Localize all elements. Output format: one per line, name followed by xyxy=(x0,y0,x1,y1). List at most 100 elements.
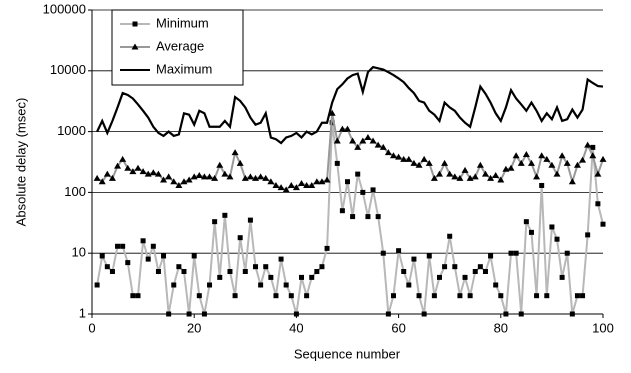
marker xyxy=(246,173,254,180)
marker xyxy=(563,159,571,166)
marker xyxy=(411,256,417,262)
marker xyxy=(364,133,372,140)
marker xyxy=(477,264,483,270)
marker xyxy=(462,274,468,280)
marker xyxy=(369,137,377,144)
marker xyxy=(241,174,249,181)
marker xyxy=(420,155,428,162)
marker xyxy=(426,253,432,259)
y-axis-label: Absolute delay (msec) xyxy=(13,98,28,227)
marker xyxy=(548,161,556,168)
marker xyxy=(125,260,131,266)
marker xyxy=(573,161,581,168)
marker xyxy=(180,178,188,185)
marker xyxy=(129,168,137,175)
legend-label: Maximum xyxy=(156,61,212,76)
marker xyxy=(579,156,587,163)
marker xyxy=(472,269,478,275)
marker xyxy=(594,170,602,177)
marker xyxy=(595,201,601,207)
marker xyxy=(442,264,448,270)
marker xyxy=(518,311,524,317)
legend-label: Minimum xyxy=(156,15,209,30)
marker xyxy=(216,161,224,168)
marker xyxy=(503,311,509,317)
marker xyxy=(580,293,586,299)
marker xyxy=(447,233,453,239)
marker xyxy=(436,274,442,280)
marker xyxy=(328,109,336,116)
marker xyxy=(379,143,387,150)
marker xyxy=(171,282,177,288)
marker xyxy=(574,293,580,299)
marker xyxy=(349,137,357,144)
marker xyxy=(400,155,408,162)
marker xyxy=(522,151,530,158)
marker xyxy=(268,274,274,280)
marker xyxy=(476,161,484,168)
marker xyxy=(370,187,376,193)
marker xyxy=(492,171,500,178)
marker xyxy=(282,186,290,193)
marker xyxy=(226,173,234,180)
marker xyxy=(149,169,157,176)
marker xyxy=(559,274,565,280)
marker xyxy=(273,293,279,299)
marker xyxy=(323,176,331,183)
marker xyxy=(334,160,340,166)
marker xyxy=(130,293,136,299)
marker xyxy=(558,152,566,159)
marker xyxy=(333,137,341,144)
marker xyxy=(298,180,306,187)
y-tick-label: 1000 xyxy=(57,123,86,138)
marker xyxy=(99,253,105,259)
marker xyxy=(488,253,494,259)
x-axis-label: Sequence number xyxy=(294,346,401,361)
marker xyxy=(212,219,218,225)
marker xyxy=(253,264,259,270)
marker xyxy=(569,311,575,317)
marker xyxy=(222,212,228,218)
marker xyxy=(278,256,284,262)
marker xyxy=(374,141,382,148)
marker xyxy=(446,170,454,177)
marker xyxy=(390,293,396,299)
marker xyxy=(207,282,213,288)
marker xyxy=(93,174,101,181)
marker xyxy=(461,166,469,173)
marker xyxy=(232,293,238,299)
marker xyxy=(150,243,156,249)
marker xyxy=(104,264,110,270)
marker xyxy=(176,264,182,270)
marker xyxy=(175,181,183,188)
marker xyxy=(132,21,138,27)
marker xyxy=(451,173,459,180)
marker xyxy=(303,181,311,188)
marker xyxy=(242,269,248,275)
marker xyxy=(498,293,504,299)
marker xyxy=(452,264,458,270)
x-tick-label: 80 xyxy=(494,320,508,335)
marker xyxy=(517,159,525,166)
marker xyxy=(549,224,555,230)
marker xyxy=(165,173,173,180)
marker xyxy=(568,178,576,185)
marker xyxy=(272,181,280,188)
marker xyxy=(308,181,316,188)
marker xyxy=(416,293,422,299)
marker xyxy=(109,269,115,275)
marker xyxy=(553,170,561,177)
marker xyxy=(389,152,397,159)
marker xyxy=(292,184,300,191)
marker xyxy=(247,217,253,223)
marker xyxy=(493,282,499,288)
marker xyxy=(258,282,264,288)
marker xyxy=(401,269,407,275)
marker xyxy=(528,229,534,235)
marker xyxy=(359,137,367,144)
marker xyxy=(288,293,294,299)
marker xyxy=(134,164,142,171)
marker xyxy=(185,176,193,183)
marker xyxy=(231,149,239,156)
series-line xyxy=(96,122,604,315)
